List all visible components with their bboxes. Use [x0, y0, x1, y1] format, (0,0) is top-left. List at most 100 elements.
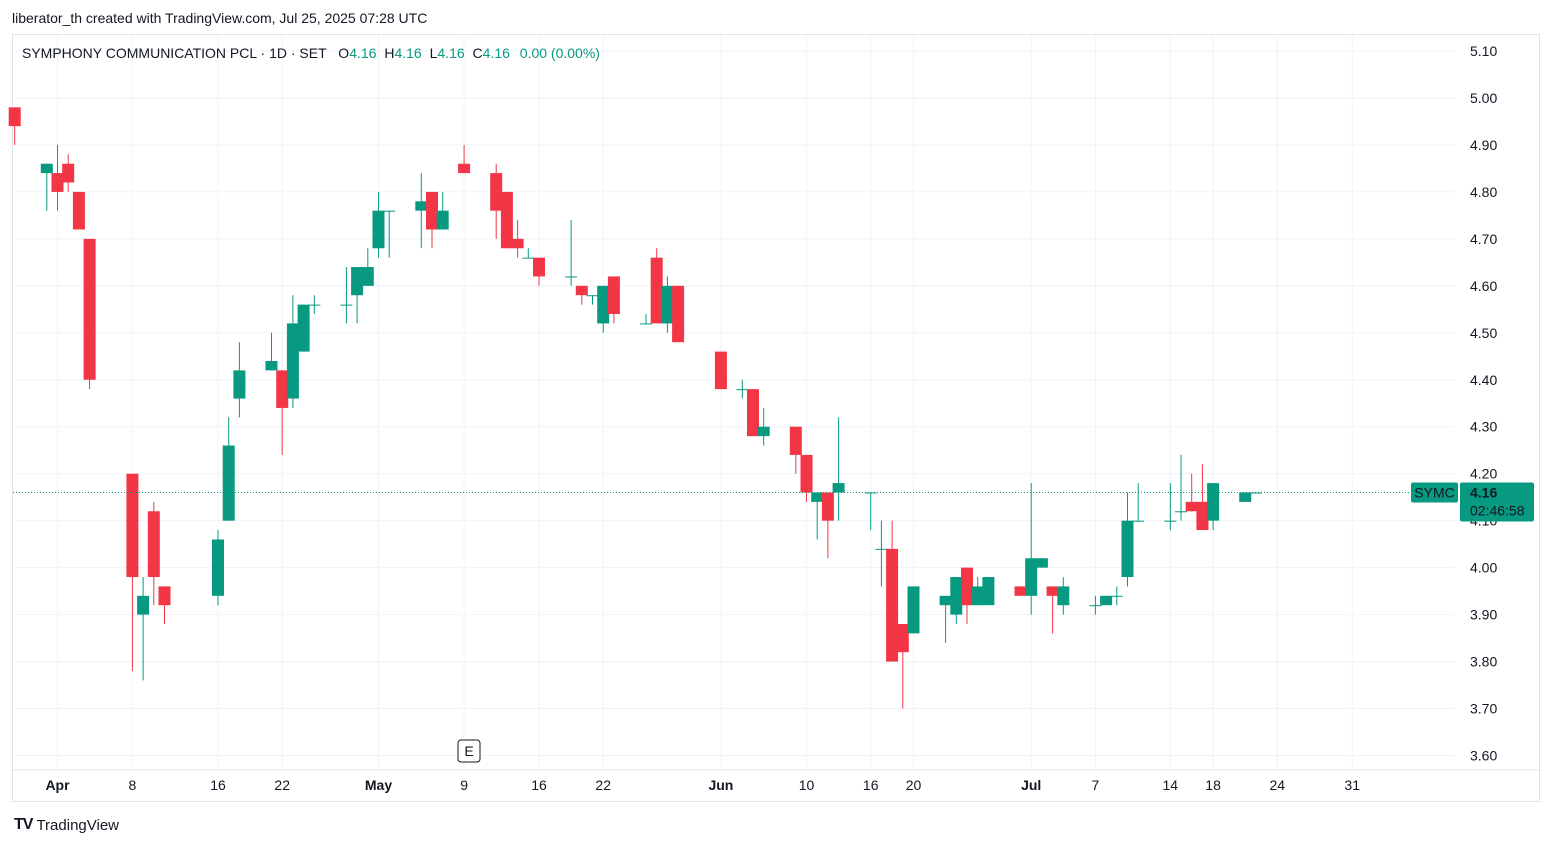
candle[interactable] [212, 530, 224, 606]
candle[interactable] [426, 191, 438, 249]
candle[interactable] [950, 577, 963, 624]
candle[interactable] [265, 332, 278, 371]
candle[interactable] [896, 623, 909, 709]
candle[interactable] [1132, 483, 1145, 522]
ticker-tag-label: SYMC [1414, 484, 1454, 500]
candle-body [533, 257, 545, 277]
change-value: 0.00 (0.00%) [519, 45, 600, 61]
candle[interactable] [1025, 483, 1038, 615]
candle[interactable] [864, 492, 877, 531]
candle[interactable] [233, 342, 246, 418]
candle[interactable] [458, 144, 471, 174]
candle[interactable] [1057, 577, 1070, 615]
candle-body [276, 370, 289, 408]
candle[interactable] [1175, 454, 1187, 521]
candle[interactable] [714, 351, 727, 390]
candle[interactable] [51, 144, 64, 211]
candle[interactable] [672, 285, 685, 343]
candle[interactable] [308, 295, 321, 315]
candle[interactable] [939, 595, 952, 643]
candle[interactable] [500, 191, 513, 249]
candle[interactable] [436, 191, 449, 230]
candle[interactable] [1035, 558, 1048, 568]
candle[interactable] [158, 586, 171, 624]
candle[interactable] [415, 173, 428, 249]
candle[interactable] [1089, 595, 1102, 615]
candle[interactable] [40, 163, 53, 211]
candle[interactable] [650, 248, 663, 324]
y-tick-label: 5.00 [1470, 90, 1497, 106]
candle[interactable] [597, 285, 610, 333]
grid-layer [13, 35, 1540, 771]
candle[interactable] [222, 417, 235, 521]
candle[interactable] [62, 154, 75, 192]
high-value: 4.16 [394, 45, 422, 61]
earnings-event-marker[interactable]: E [457, 739, 481, 763]
candle[interactable] [565, 220, 578, 286]
candle[interactable] [1185, 473, 1198, 512]
candle[interactable] [832, 417, 845, 521]
candle-body [490, 173, 503, 211]
candle[interactable] [276, 370, 289, 455]
candle-body [821, 492, 834, 521]
y-tick-label: 4.20 [1470, 466, 1497, 482]
candle-body [789, 426, 802, 455]
candle-body [308, 304, 321, 306]
event-marker-box[interactable] [457, 739, 481, 763]
candle-body [500, 191, 513, 249]
candle[interactable] [757, 407, 770, 446]
candle[interactable] [747, 389, 759, 437]
candle[interactable] [490, 163, 503, 239]
candle[interactable] [575, 285, 588, 305]
candle[interactable] [640, 314, 652, 325]
candle[interactable] [1046, 586, 1059, 634]
candle[interactable] [361, 248, 374, 286]
candle[interactable] [8, 107, 21, 145]
candle[interactable] [811, 492, 824, 540]
candle[interactable] [137, 577, 150, 681]
candle[interactable] [297, 304, 310, 352]
candle[interactable] [661, 276, 674, 333]
candle[interactable] [372, 191, 385, 258]
tradingview-brand[interactable]: TV TradingView [14, 816, 119, 834]
candle[interactable] [126, 473, 139, 671]
candle[interactable] [789, 426, 802, 474]
x-tick-label: 31 [1344, 777, 1360, 793]
candle[interactable] [800, 454, 813, 502]
candle[interactable] [971, 577, 984, 606]
candle[interactable] [1121, 492, 1134, 587]
candle[interactable] [961, 567, 973, 624]
candle[interactable] [1207, 483, 1220, 531]
candle-body [864, 492, 877, 494]
candle[interactable] [340, 267, 353, 324]
candle[interactable] [1100, 595, 1113, 606]
candle[interactable] [1014, 586, 1027, 596]
candle[interactable] [886, 520, 899, 662]
candle[interactable] [286, 295, 299, 408]
candle[interactable] [1239, 492, 1252, 502]
candle[interactable] [522, 248, 535, 259]
candle[interactable] [72, 191, 85, 230]
candle[interactable] [875, 520, 888, 587]
candle[interactable] [907, 586, 920, 634]
candle[interactable] [586, 295, 599, 305]
symbol-title[interactable]: SYMPHONY COMMUNICATION PCL · 1D · SET [22, 45, 327, 61]
candle-body [1175, 511, 1187, 513]
candle[interactable] [607, 276, 620, 324]
candle[interactable] [1110, 586, 1123, 606]
candle[interactable] [533, 257, 545, 286]
candle[interactable] [351, 267, 364, 324]
candle[interactable] [1196, 464, 1209, 531]
candle[interactable] [982, 577, 995, 606]
y-tick-label: 4.40 [1470, 372, 1497, 388]
candle[interactable] [821, 492, 834, 559]
candle[interactable] [511, 220, 524, 258]
candle-body [757, 426, 770, 437]
candle[interactable] [736, 379, 749, 399]
candle[interactable] [383, 210, 396, 258]
candle[interactable] [147, 501, 160, 606]
x-tick-label: 7 [1092, 777, 1100, 793]
candle[interactable] [1164, 483, 1177, 531]
candle[interactable] [83, 238, 96, 390]
